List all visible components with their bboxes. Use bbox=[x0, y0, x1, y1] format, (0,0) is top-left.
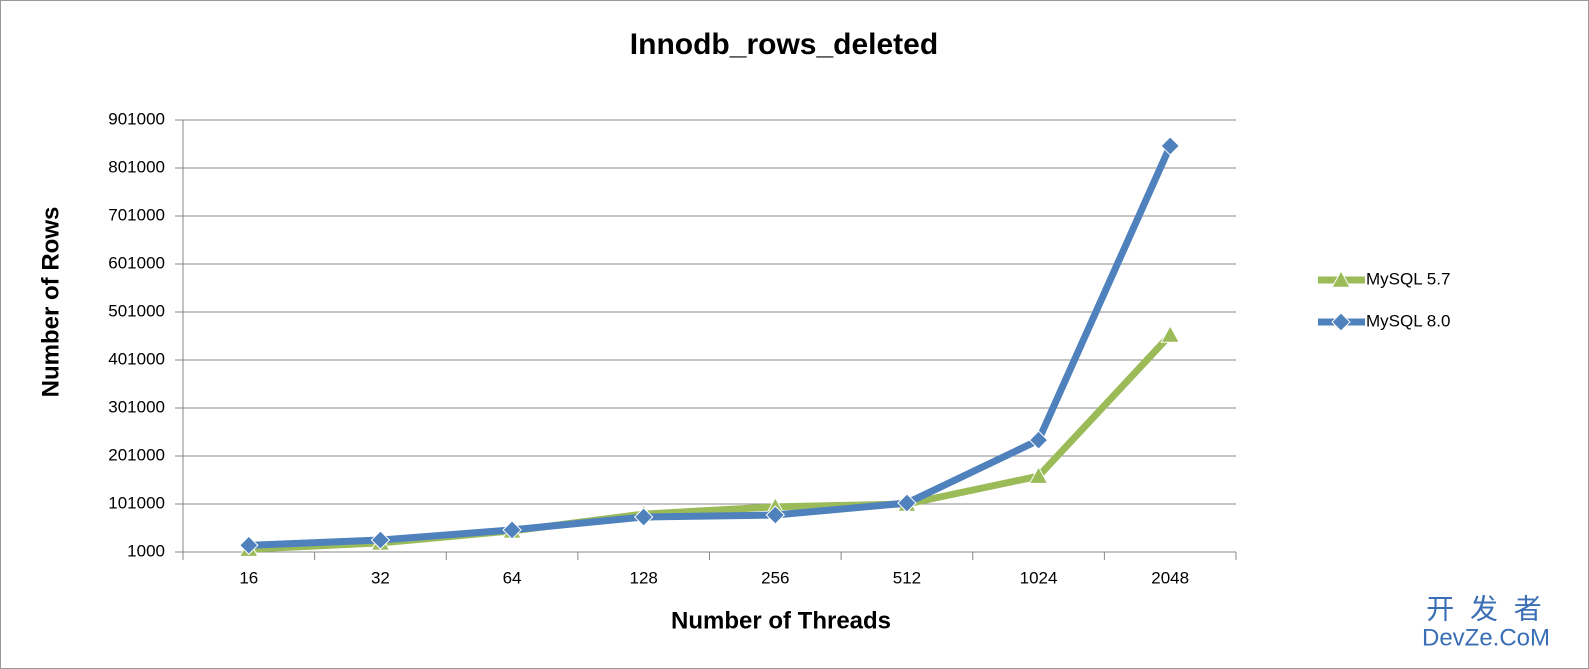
series-line bbox=[248, 144, 1174, 549]
data-point bbox=[502, 520, 522, 540]
legend-marker bbox=[1331, 269, 1351, 288]
legend-label: MySQL 8.0 bbox=[1366, 311, 1450, 330]
legend-marker bbox=[1331, 312, 1351, 332]
y-tick-label: 401000 bbox=[108, 349, 165, 368]
y-tick-label: 1000 bbox=[127, 541, 165, 560]
y-tick-label: 101000 bbox=[108, 493, 165, 512]
y-tick-label: 901000 bbox=[108, 109, 165, 128]
x-tick-label: 16 bbox=[239, 568, 258, 587]
y-tick-label: 701000 bbox=[108, 205, 165, 224]
data-point bbox=[1028, 430, 1049, 450]
y-tick-label: 501000 bbox=[108, 301, 165, 320]
watermark: DevZe.CoM bbox=[1422, 624, 1550, 651]
data-point bbox=[1160, 325, 1181, 343]
x-tick-label: 32 bbox=[371, 568, 390, 587]
x-tick-label: 64 bbox=[503, 568, 522, 587]
data-point bbox=[633, 507, 654, 527]
y-tick-label: 301000 bbox=[108, 397, 165, 416]
x-tick-label: 1024 bbox=[1020, 568, 1058, 587]
x-tick-label: 256 bbox=[761, 568, 789, 587]
legend-label: MySQL 5.7 bbox=[1366, 269, 1450, 288]
data-point bbox=[1160, 136, 1180, 156]
y-tick-label: 801000 bbox=[108, 157, 165, 176]
x-tick-label: 512 bbox=[893, 568, 921, 587]
x-axis-title: Number of Threads bbox=[671, 607, 891, 634]
data-point bbox=[370, 530, 391, 550]
y-axis-title: Number of Rows bbox=[37, 207, 64, 398]
y-tick-label: 201000 bbox=[108, 445, 165, 464]
x-tick-label: 2048 bbox=[1151, 568, 1189, 587]
data-point bbox=[897, 493, 917, 513]
data-point bbox=[765, 505, 786, 525]
data-point bbox=[239, 535, 259, 555]
x-tick-label: 128 bbox=[630, 568, 658, 587]
chart-title: Innodb_rows_deleted bbox=[630, 28, 938, 61]
data-point bbox=[1028, 466, 1049, 484]
y-tick-label: 601000 bbox=[108, 253, 165, 272]
watermark: 开 发 者 bbox=[1426, 593, 1546, 624]
